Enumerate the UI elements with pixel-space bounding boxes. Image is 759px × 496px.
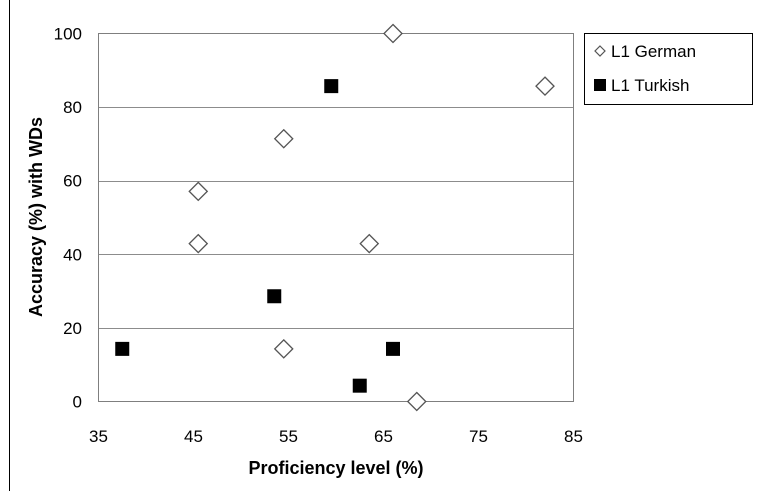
l1-german-point bbox=[383, 23, 403, 44]
x-axis-title: Proficiency level (%) bbox=[248, 458, 423, 478]
legend-items: L1 German L1 Turkish bbox=[594, 42, 696, 95]
l1-turkish-point bbox=[324, 79, 339, 94]
l1-turkish-point bbox=[352, 378, 367, 393]
l1-german-point bbox=[406, 391, 427, 412]
x-tick-label: 45 bbox=[184, 427, 203, 446]
l1-turkish-point bbox=[386, 341, 400, 356]
y-tick-labels: 0 20 40 60 80 100 bbox=[54, 25, 82, 412]
y-tick-label: 40 bbox=[63, 245, 82, 264]
y-tick-label: 0 bbox=[73, 393, 82, 412]
data-markers bbox=[115, 23, 555, 412]
y-tick-label: 80 bbox=[63, 98, 82, 117]
y-tick-label: 20 bbox=[63, 319, 82, 338]
l1-turkish-point bbox=[115, 341, 130, 356]
legend-marker-1 bbox=[594, 79, 606, 91]
x-tick-label: 65 bbox=[374, 427, 393, 446]
x-tick-label: 85 bbox=[564, 427, 583, 446]
x-tick-label: 35 bbox=[89, 427, 108, 446]
l1-german-point bbox=[359, 233, 380, 254]
legend-label-0: L1 German bbox=[611, 42, 696, 61]
y-tick-label: 60 bbox=[63, 172, 82, 191]
legend-marker-0 bbox=[594, 45, 606, 57]
x-tick-label: 55 bbox=[279, 427, 298, 446]
y-axis-title: Accuracy (%) with WDs bbox=[26, 117, 46, 317]
grid-layer bbox=[98, 107, 574, 329]
x-tick-labels: 35 45 55 65 75 85 bbox=[89, 427, 583, 446]
l1-german-point bbox=[188, 233, 209, 254]
l1-turkish-point bbox=[267, 289, 282, 304]
l1-german-point bbox=[535, 76, 555, 97]
l1-german-point bbox=[273, 338, 294, 359]
legend-label-1: L1 Turkish bbox=[611, 76, 689, 95]
plot-area-frame bbox=[98, 33, 574, 402]
y-tick-label: 100 bbox=[54, 25, 82, 44]
l1-german-point bbox=[188, 181, 209, 202]
legend: L1 German L1 Turkish bbox=[584, 33, 753, 105]
l1-german-point bbox=[273, 128, 294, 149]
legend-box bbox=[584, 33, 753, 105]
x-tick-label: 75 bbox=[469, 427, 488, 446]
